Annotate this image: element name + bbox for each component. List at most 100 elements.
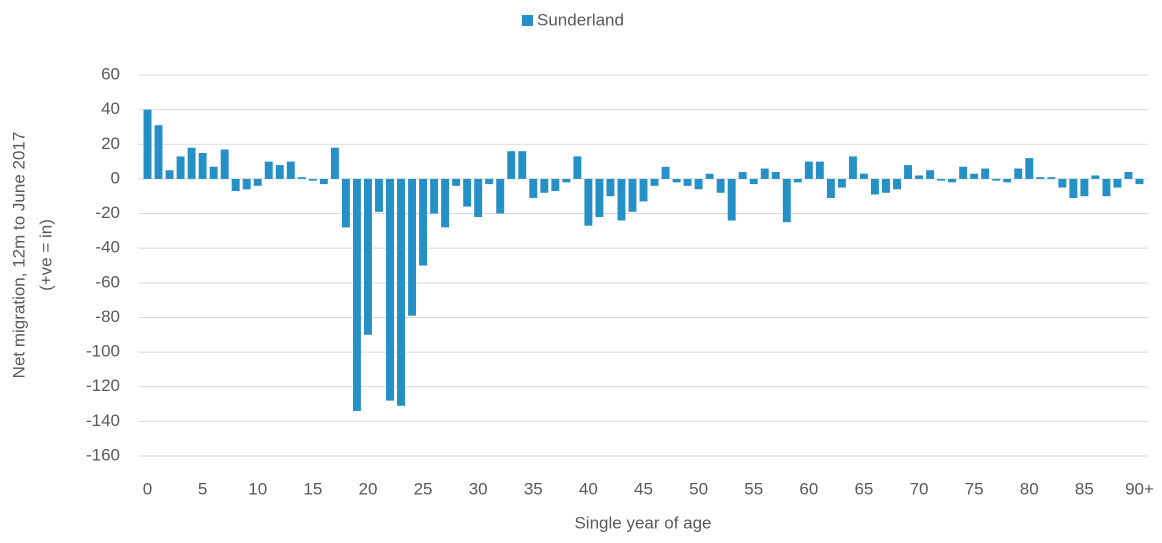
bar: [198, 152, 207, 179]
y-axis-label: (+ve = in): [36, 219, 55, 291]
bar: [209, 166, 218, 179]
bar: [242, 178, 251, 190]
x-tick-label: 20: [358, 479, 377, 498]
x-tick-label: 5: [198, 479, 207, 498]
bar: [562, 178, 571, 183]
bar: [308, 178, 317, 181]
legend-swatch: [522, 15, 533, 26]
bar: [143, 109, 152, 179]
bar: [1080, 178, 1089, 197]
bar: [1014, 168, 1023, 179]
y-axis-label: Net migration, 12m to June 2017: [9, 132, 28, 379]
y-tick-label: -80: [95, 307, 120, 326]
bar: [639, 178, 648, 202]
bar: [231, 178, 240, 192]
x-tick-label: 85: [1075, 479, 1094, 498]
bar: [286, 161, 295, 179]
bar: [771, 171, 780, 179]
bar: [540, 178, 549, 193]
bar: [452, 178, 461, 186]
x-tick-label: 25: [414, 479, 433, 498]
bar: [154, 125, 163, 179]
bar: [430, 178, 439, 214]
legend-label: Sunderland: [537, 10, 624, 29]
bar: [1058, 178, 1067, 188]
bar: [661, 166, 670, 179]
bar: [551, 178, 560, 192]
bar: [220, 149, 229, 179]
x-tick-label: 35: [524, 479, 543, 498]
bar: [628, 178, 637, 212]
x-tick-label: 10: [248, 479, 267, 498]
x-tick-label: 70: [910, 479, 929, 498]
bar: [606, 178, 615, 197]
bar: [1036, 177, 1045, 179]
bar: [330, 147, 339, 179]
y-tick-label: -20: [95, 203, 120, 222]
bar: [1025, 158, 1034, 179]
bar: [937, 178, 946, 181]
bar: [496, 178, 505, 214]
bar: [352, 178, 361, 411]
bar: [738, 171, 747, 179]
bar: [474, 178, 483, 218]
y-tick-label: 0: [111, 168, 120, 187]
bar: [1135, 178, 1144, 185]
bar: [386, 178, 394, 401]
bar: [970, 173, 979, 179]
y-tick-label: -100: [86, 342, 120, 361]
bar: [319, 178, 328, 185]
x-tick-label: 15: [303, 479, 322, 498]
bar: [904, 165, 912, 179]
bar: [815, 161, 824, 179]
y-tick-label: -60: [95, 272, 120, 291]
bar: [1091, 175, 1100, 179]
x-tick-label: 30: [469, 479, 488, 498]
bar: [959, 166, 968, 179]
bar: [650, 178, 659, 186]
y-tick-label: -140: [86, 411, 120, 430]
bar: [518, 151, 527, 179]
bar: [1113, 178, 1122, 188]
bar: [926, 170, 935, 179]
bar: [375, 178, 383, 212]
y-tick-label: 60: [101, 64, 120, 83]
bar: [584, 178, 593, 226]
bar: [870, 178, 879, 195]
x-tick-label: 45: [634, 479, 653, 498]
bar: [1047, 177, 1056, 179]
x-tick-label: 55: [744, 479, 763, 498]
bar: [948, 178, 957, 183]
bar: [782, 178, 791, 223]
bar: [341, 178, 350, 228]
y-tick-label: -120: [86, 376, 120, 395]
bar: [672, 178, 681, 183]
bar: [463, 178, 472, 207]
bar: [573, 156, 582, 179]
bar: [485, 178, 494, 185]
bar: [397, 178, 405, 406]
bar: [1003, 178, 1012, 183]
bar: [165, 170, 174, 179]
bar: [804, 161, 813, 179]
bar: [176, 156, 185, 179]
bar: [408, 178, 417, 316]
bar: [264, 161, 273, 179]
bar: [981, 168, 990, 179]
bar: [529, 178, 538, 198]
bar: [1124, 171, 1133, 179]
bar: [419, 178, 428, 266]
bar: [705, 173, 714, 179]
bar: [882, 178, 890, 193]
bar: [617, 178, 626, 221]
bar: [1102, 178, 1111, 197]
bar: [297, 177, 306, 179]
bar: [915, 175, 924, 179]
y-tick-label: 20: [101, 134, 120, 153]
bar: [595, 178, 604, 218]
bar: [826, 178, 835, 198]
x-tick-label: 50: [689, 479, 708, 498]
bar: [749, 178, 758, 185]
x-tick-label: 40: [579, 479, 598, 498]
